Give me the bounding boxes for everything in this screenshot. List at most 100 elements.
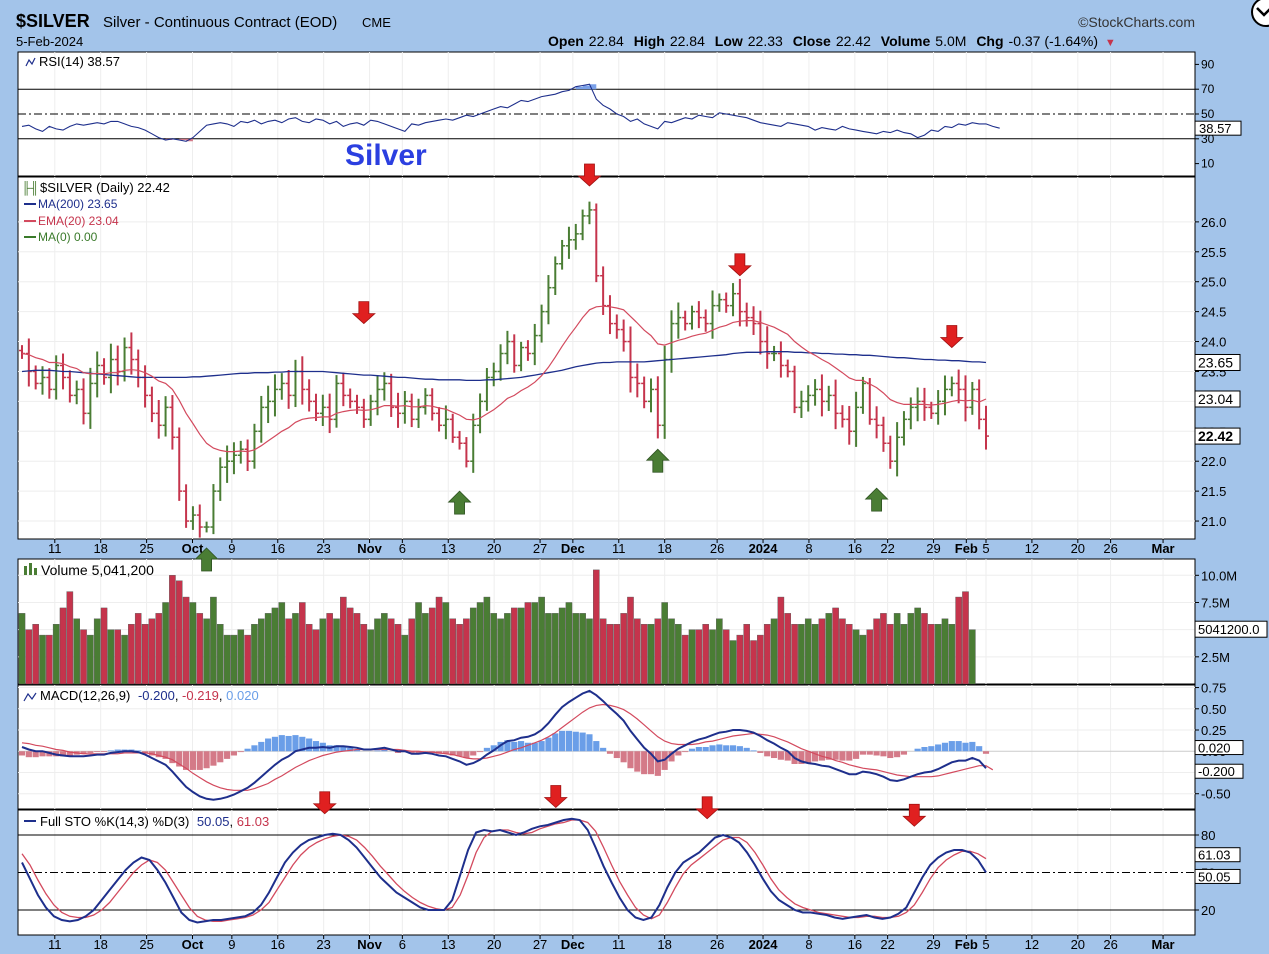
ohlc-bar	[183, 484, 190, 528]
ohlc-bar	[641, 376, 648, 409]
macd-hist-bar	[449, 751, 456, 756]
ohlc-bar	[347, 388, 354, 409]
macd-hist-bar	[770, 751, 778, 759]
volume-bar	[763, 624, 771, 685]
ohlc-bar	[689, 305, 696, 330]
volume-bar	[435, 596, 443, 685]
macd-hist-bar	[230, 751, 238, 756]
volume-bar	[620, 613, 627, 685]
volume-bar	[442, 602, 450, 685]
ohlc-bar	[189, 506, 196, 530]
macd-hist-bar	[723, 745, 730, 752]
down-arrow-2	[727, 253, 752, 277]
volume-bar	[955, 596, 962, 685]
macd-hist-bar	[189, 751, 196, 770]
ohlc-bar	[812, 379, 819, 406]
x-tick-label-20: 29	[926, 937, 940, 952]
ma0-legend-text: MA(0) 0.00	[38, 230, 98, 244]
macd-hist-bar	[531, 742, 538, 752]
macd-hist-bar	[565, 730, 573, 752]
x-tick-label-10: 20	[487, 937, 501, 952]
brand-label: ©StockCharts.com	[1078, 14, 1195, 30]
volume-bar	[579, 613, 586, 685]
macd-hist-bar	[94, 751, 101, 753]
volume-bar	[647, 624, 655, 685]
down-arrow-4	[312, 791, 337, 815]
chg-down-icon: ▼	[1105, 37, 1116, 49]
open-key: Open	[548, 33, 584, 49]
chg-key: Chg	[976, 33, 1003, 49]
volume-bar	[449, 618, 457, 685]
rsi-legend: RSI(14) 38.57	[25, 54, 120, 69]
volume-bar	[346, 607, 354, 685]
price-panel	[17, 176, 1196, 540]
macd-hist-bar	[244, 748, 251, 752]
down-arrow-5	[543, 785, 568, 809]
macd-hist-bar	[490, 745, 497, 752]
macd-hist-bar	[757, 751, 764, 753]
macd-hist-bar	[559, 730, 566, 752]
rsi-tick-label-2: 50	[1201, 107, 1215, 121]
macd-hist-bar	[654, 751, 661, 776]
macd-hist-bar	[59, 751, 67, 757]
macd-hist-bar	[258, 741, 265, 752]
ohlc-bar	[743, 302, 750, 327]
x-tick-label-16: 2024	[749, 937, 779, 952]
down-arrow-3	[939, 325, 964, 349]
ohlc-bar	[976, 379, 983, 430]
ohlc-bar	[634, 363, 641, 398]
sto-k-line	[21, 817, 987, 924]
price-tick-label-2: 25.0	[1201, 275, 1226, 290]
volume-bar	[845, 624, 853, 685]
volume-value: 5.0M	[935, 33, 966, 49]
volume-bar	[668, 618, 675, 685]
x-tick-label-4: 9	[228, 937, 235, 952]
macd-hist-bar	[497, 741, 504, 752]
volume-bar	[497, 618, 504, 685]
macd-hist-bar	[463, 751, 470, 759]
volume-bar	[934, 624, 942, 685]
volume-bar	[640, 624, 648, 685]
volume-bar	[319, 618, 327, 685]
volume-bar	[804, 618, 812, 685]
sto-d-line	[21, 819, 987, 922]
ohlc-bar	[559, 239, 566, 270]
volume-bar	[141, 624, 149, 685]
volume-bar	[695, 629, 703, 685]
macd-hist-bar	[155, 751, 162, 758]
x-tick-label-2: 25	[139, 541, 153, 556]
volume-bar	[258, 618, 265, 685]
symbol-title: $SILVER	[16, 11, 90, 31]
x-tick-label-14: 18	[657, 541, 671, 556]
sto-tick-label-0: 80	[1201, 828, 1215, 843]
macd-hist-bar	[702, 747, 709, 752]
ohlc-bar	[374, 375, 381, 416]
ohlc-bar	[107, 343, 114, 394]
volume-bar	[134, 613, 142, 685]
volume-bar	[921, 613, 928, 685]
ohlc-bar	[730, 283, 737, 317]
ohlc-bar	[613, 314, 620, 339]
rsi-tick-label-0: 90	[1201, 57, 1215, 71]
ohlc-bar	[620, 319, 627, 352]
ohlc-bar	[552, 256, 559, 296]
ma200-line	[21, 351, 987, 382]
volume-bar	[722, 629, 730, 685]
ohlc-bar	[907, 397, 914, 430]
ohlc-bar	[463, 437, 470, 468]
volume-bar	[941, 618, 949, 685]
x-tick-label-7: Nov	[357, 541, 382, 556]
ohlc-bar	[442, 405, 449, 440]
ohlc-bar	[736, 278, 743, 327]
volume-bar	[859, 634, 867, 685]
macd-hist-bar	[839, 751, 846, 761]
macd-hist-bar	[374, 750, 381, 752]
macd-hist-bar	[853, 751, 860, 759]
volume-bar	[25, 629, 33, 685]
macd-signal-line	[21, 703, 994, 791]
rsi-tick-label-1: 70	[1201, 82, 1215, 96]
macd-hist-bar	[743, 747, 750, 752]
volume-bar	[169, 575, 176, 685]
volume-bar	[716, 618, 723, 685]
